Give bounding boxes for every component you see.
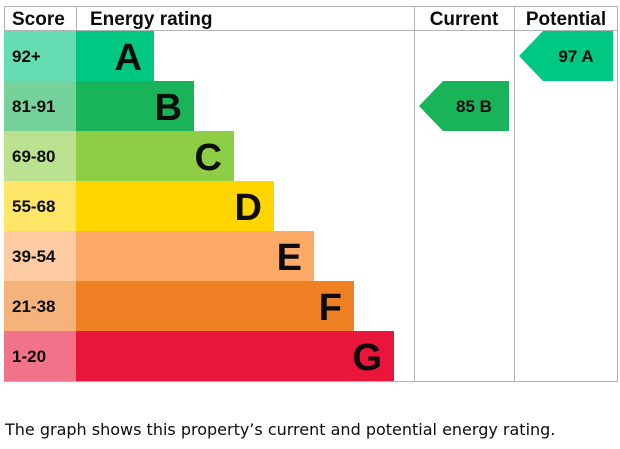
rating-bar-d bbox=[76, 181, 274, 231]
score-cell-c bbox=[4, 131, 76, 181]
score-cell-a bbox=[4, 31, 76, 81]
rating-bar-e bbox=[76, 231, 314, 281]
score-range-c: 69-80 bbox=[12, 147, 55, 166]
score-cell-b bbox=[4, 81, 76, 131]
rating-bar-g bbox=[76, 331, 394, 381]
header-energy-rating: Energy rating bbox=[90, 9, 212, 30]
score-range-a: 92+ bbox=[12, 47, 41, 66]
rating-letter-g: G bbox=[352, 337, 382, 379]
current-rating-label: 85 B bbox=[456, 97, 492, 116]
rating-letter-b: B bbox=[155, 87, 182, 129]
rating-bar-b bbox=[76, 81, 194, 131]
rating-letter-f: F bbox=[319, 287, 342, 329]
rating-letter-e: E bbox=[277, 237, 302, 279]
score-cell-d bbox=[4, 181, 76, 231]
current-rating-arrow bbox=[419, 81, 509, 131]
score-range-e: 39-54 bbox=[12, 247, 56, 266]
header-score: Score bbox=[12, 9, 65, 30]
score-range-f: 21-38 bbox=[12, 297, 55, 316]
score-cell-g bbox=[4, 331, 76, 381]
rating-bar-f bbox=[76, 281, 354, 331]
score-cell-e bbox=[4, 231, 76, 281]
rating-letter-c: C bbox=[195, 137, 222, 179]
potential-rating-arrow bbox=[519, 31, 613, 81]
score-cell-f bbox=[4, 281, 76, 331]
rating-letter-d: D bbox=[235, 187, 262, 229]
score-range-g: 1-20 bbox=[12, 347, 46, 366]
header-potential: Potential bbox=[526, 9, 606, 30]
energy-rating-chart: 92+ A 81-91 B 69-80 C 55-68 D 39-54 E 21-38 F 1-20 G S… bbox=[4, 6, 618, 382]
rating-bar-c bbox=[76, 131, 234, 181]
score-range-b: 81-91 bbox=[12, 97, 55, 116]
score-range-d: 55-68 bbox=[12, 197, 55, 216]
potential-rating-label: 97 A bbox=[558, 47, 593, 66]
chart-caption: The graph shows this property’s current … bbox=[5, 420, 556, 439]
header-current: Current bbox=[430, 9, 499, 30]
rating-bar-a bbox=[76, 31, 154, 81]
rating-letter-a: A bbox=[115, 37, 142, 79]
